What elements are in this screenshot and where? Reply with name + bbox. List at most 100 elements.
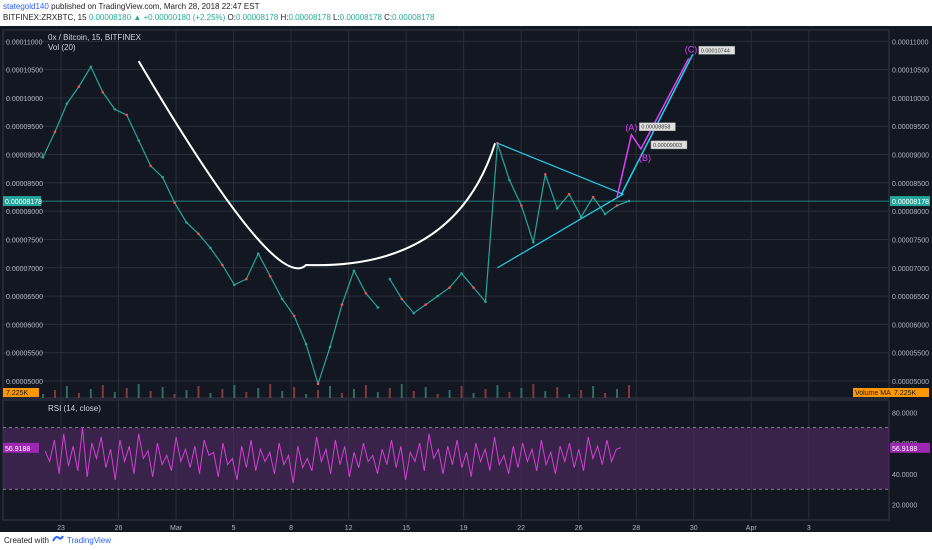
y-tick-label-left: 0.00005000 bbox=[6, 379, 43, 386]
volume-bar bbox=[125, 388, 128, 398]
x-tick-label: 28 bbox=[632, 525, 640, 532]
wave-label-c: (C) bbox=[685, 44, 698, 54]
volume-bar bbox=[257, 388, 260, 398]
price-point bbox=[280, 297, 284, 301]
price-point bbox=[484, 300, 487, 304]
price-point bbox=[340, 303, 344, 306]
price-point bbox=[591, 195, 595, 199]
x-tick-label: 3 bbox=[807, 525, 811, 532]
price-point bbox=[233, 283, 236, 287]
rsi-current-badge bbox=[890, 442, 930, 453]
last-price: 0.00008180 bbox=[88, 13, 132, 22]
tradingview-logo-icon bbox=[52, 534, 64, 543]
y-tick-label-left: 0.00005500 bbox=[6, 351, 43, 358]
price-point bbox=[448, 286, 451, 289]
price-box bbox=[639, 122, 676, 131]
price-point bbox=[292, 314, 296, 318]
volume-bar bbox=[209, 393, 212, 398]
rsi-current-label-left: 56.9188 bbox=[5, 446, 30, 453]
wave-label-b: (B) bbox=[639, 153, 651, 163]
volume-bar bbox=[89, 389, 92, 398]
volume-bar bbox=[376, 392, 379, 398]
volume-bar bbox=[460, 386, 463, 398]
volume-bar bbox=[65, 386, 68, 398]
triangle-pattern bbox=[497, 142, 625, 269]
x-tick-label: 15 bbox=[402, 525, 410, 532]
y-tick-label: 0.00006500 bbox=[892, 294, 929, 301]
volume-bar bbox=[364, 385, 367, 398]
created-with-label: Created with bbox=[4, 536, 49, 545]
x-tick-label: 30 bbox=[690, 525, 698, 532]
x-tick-label: Mar bbox=[170, 525, 183, 532]
price-point bbox=[137, 139, 140, 142]
volume-bar bbox=[293, 387, 296, 398]
y-tick-label: 0.00010000 bbox=[892, 96, 929, 103]
volume-bar bbox=[628, 385, 630, 398]
price-point bbox=[603, 212, 607, 216]
volume-bar bbox=[388, 388, 391, 398]
price-box bbox=[698, 46, 736, 55]
x-tick-label: 8 bbox=[289, 525, 293, 532]
volume-bar bbox=[496, 385, 499, 398]
volume-bar bbox=[317, 390, 320, 398]
volume-bar bbox=[400, 384, 403, 398]
volume-badge-right bbox=[853, 388, 929, 397]
volume-bar bbox=[329, 386, 332, 398]
price-point bbox=[41, 156, 45, 159]
y-tick-label-left: 0.00006000 bbox=[6, 322, 43, 329]
x-tick-label: Apr bbox=[746, 525, 758, 532]
price-point bbox=[424, 303, 427, 306]
price-point bbox=[328, 345, 332, 349]
price-point bbox=[472, 286, 475, 289]
author-link[interactable]: stategold140 bbox=[3, 2, 49, 11]
x-tick-label: 12 bbox=[345, 525, 353, 532]
y-tick-label-left: 0.00008000 bbox=[6, 209, 43, 216]
rsi-title: RSI (14, close) bbox=[48, 404, 101, 413]
price-pane bbox=[2, 29, 890, 399]
price-point bbox=[579, 215, 583, 219]
volume-bar bbox=[604, 393, 607, 398]
y-tick-label: 0.00009500 bbox=[892, 124, 929, 131]
ohlc-key: H: bbox=[278, 13, 289, 22]
ohlc-value: 0.00008178 bbox=[339, 13, 382, 22]
price-point bbox=[197, 232, 200, 236]
price-point bbox=[567, 192, 571, 196]
chart-area[interactable]: 0.00011000 0.00011000 0.00010500 0.00010500… bbox=[0, 26, 932, 532]
price-point bbox=[543, 173, 547, 176]
price-point bbox=[316, 382, 320, 386]
price-point bbox=[460, 272, 463, 275]
volume-bar bbox=[233, 385, 236, 398]
pair-title: 0x / Bitcoin, 15, BITFINEX bbox=[48, 33, 142, 42]
volume-bar bbox=[616, 389, 619, 398]
price-point bbox=[125, 113, 129, 117]
ohlc-key: C: bbox=[381, 13, 393, 22]
volume-bar bbox=[137, 384, 140, 398]
ohlc-values: O:0.00008178 H:0.00008178 L:0.00008178 C… bbox=[228, 13, 435, 22]
volume-bar bbox=[472, 393, 475, 398]
rsi-y-tick-label: 20.0000 bbox=[892, 503, 917, 510]
y-tick-label-left: 0.00009500 bbox=[6, 124, 43, 131]
volume-bar bbox=[197, 386, 200, 398]
volume-bar bbox=[161, 387, 164, 398]
y-tick-label-left: 0.00006500 bbox=[6, 294, 43, 301]
price-point bbox=[555, 207, 559, 210]
publish-line: stategold140 published on TradingView.co… bbox=[3, 2, 260, 11]
price-point bbox=[209, 246, 212, 250]
price-point bbox=[352, 269, 356, 272]
tradingview-brand-link[interactable]: TradingView bbox=[67, 536, 112, 545]
y-tick-label-left: 0.00007000 bbox=[6, 266, 43, 273]
price-point bbox=[161, 175, 164, 179]
volume-bar bbox=[173, 394, 176, 398]
volume-bar bbox=[436, 394, 439, 398]
current-price-label: 0.00008178 bbox=[892, 199, 929, 206]
ohlc-value: 0.00008178 bbox=[392, 13, 435, 22]
y-tick-label: 0.00007500 bbox=[892, 237, 929, 244]
y-tick-label: 0.00005000 bbox=[892, 379, 929, 386]
price-point bbox=[256, 252, 260, 255]
volume-value-left: 7.225K bbox=[6, 390, 29, 397]
wave-path bbox=[616, 57, 690, 198]
y-tick-label: 0.00007000 bbox=[892, 266, 929, 273]
price-point bbox=[173, 201, 176, 204]
volume-bar bbox=[520, 388, 523, 398]
y-tick-label: 0.00010500 bbox=[892, 68, 929, 75]
